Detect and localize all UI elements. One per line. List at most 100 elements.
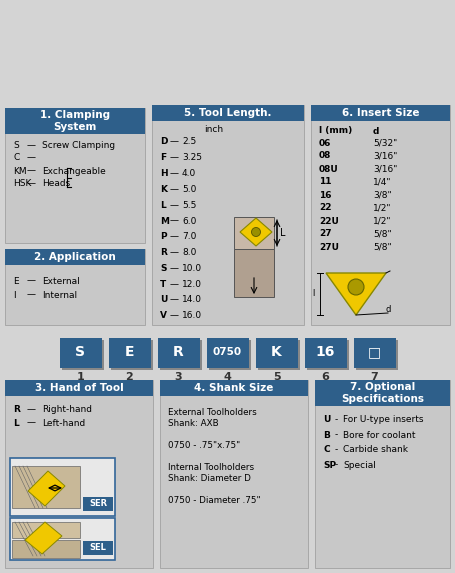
Text: Screw Clamping: Screw Clamping xyxy=(42,142,115,151)
Text: -: - xyxy=(335,430,338,439)
Bar xyxy=(12,466,80,508)
Text: 6: 6 xyxy=(322,372,329,382)
Text: R: R xyxy=(13,406,20,414)
Text: 3/16": 3/16" xyxy=(373,151,397,160)
Text: Left-hand: Left-hand xyxy=(42,418,85,427)
Bar xyxy=(311,105,450,121)
Text: -: - xyxy=(335,461,338,469)
Text: HSK: HSK xyxy=(13,179,31,189)
Text: SEL: SEL xyxy=(90,544,106,552)
Text: 08U: 08U xyxy=(319,164,339,174)
Text: —: — xyxy=(27,291,36,300)
Text: U: U xyxy=(160,296,167,304)
Text: 1/2": 1/2" xyxy=(373,203,391,213)
Text: S: S xyxy=(76,345,86,359)
Text: 27: 27 xyxy=(319,230,332,238)
Circle shape xyxy=(252,227,261,237)
Text: Carbide shank: Carbide shank xyxy=(343,445,408,454)
Text: Heads: Heads xyxy=(42,179,70,189)
Text: 5. Tool Length.: 5. Tool Length. xyxy=(184,108,272,118)
Bar xyxy=(355,340,398,370)
Text: For U-type inserts: For U-type inserts xyxy=(343,415,424,425)
Text: 5/8": 5/8" xyxy=(373,230,392,238)
Text: Special: Special xyxy=(343,461,376,469)
Text: 7: 7 xyxy=(371,372,379,382)
Text: External Toolholders: External Toolholders xyxy=(168,408,257,417)
Bar xyxy=(315,380,450,406)
Bar xyxy=(12,522,80,538)
Bar xyxy=(234,217,274,249)
Bar xyxy=(83,497,113,511)
Text: M: M xyxy=(160,217,169,226)
Text: U: U xyxy=(323,415,330,425)
Text: □: □ xyxy=(368,345,381,359)
Text: l (mm): l (mm) xyxy=(319,127,352,135)
Text: S: S xyxy=(13,142,19,151)
Text: 11: 11 xyxy=(319,178,332,186)
Text: —: — xyxy=(27,142,36,151)
Text: E: E xyxy=(13,277,19,285)
Bar xyxy=(5,249,145,265)
Text: l: l xyxy=(312,289,314,299)
Text: KM: KM xyxy=(13,167,27,175)
Text: 10.0: 10.0 xyxy=(182,264,202,273)
Text: 5/32": 5/32" xyxy=(373,139,397,147)
Text: —: — xyxy=(170,201,179,210)
Text: H: H xyxy=(160,169,167,178)
Text: C: C xyxy=(13,154,19,163)
Text: —: — xyxy=(27,406,36,414)
Bar xyxy=(258,340,299,370)
Bar xyxy=(111,340,152,370)
Text: 5/8": 5/8" xyxy=(373,242,392,252)
Text: -: - xyxy=(335,415,338,425)
Text: 0750 - Diameter .75": 0750 - Diameter .75" xyxy=(168,496,261,505)
Text: —: — xyxy=(170,280,179,289)
Text: P: P xyxy=(160,232,167,241)
Text: 5.5: 5.5 xyxy=(182,201,197,210)
Text: Shank: Diameter D: Shank: Diameter D xyxy=(168,474,251,483)
Text: 2.5: 2.5 xyxy=(182,138,196,147)
Bar xyxy=(208,340,251,370)
Text: L: L xyxy=(13,418,19,427)
Bar xyxy=(5,380,153,396)
Polygon shape xyxy=(326,273,386,315)
Text: 27U: 27U xyxy=(319,242,339,252)
Text: R: R xyxy=(160,248,167,257)
Text: —: — xyxy=(170,154,179,162)
Text: 1. Clamping
System: 1. Clamping System xyxy=(40,110,110,132)
Text: —: — xyxy=(27,167,36,175)
Text: S: S xyxy=(160,264,167,273)
Bar xyxy=(315,380,450,568)
Text: 2. Application: 2. Application xyxy=(34,252,116,262)
Text: 0750: 0750 xyxy=(213,347,242,357)
Text: 22U: 22U xyxy=(319,217,339,226)
Text: 5: 5 xyxy=(273,372,280,382)
Bar xyxy=(307,340,349,370)
Text: L: L xyxy=(160,201,166,210)
Bar xyxy=(207,338,248,368)
Bar xyxy=(160,380,308,568)
Bar xyxy=(234,249,274,297)
Text: 12.0: 12.0 xyxy=(182,280,202,289)
Bar xyxy=(83,541,113,555)
Text: R: R xyxy=(173,345,184,359)
Text: —: — xyxy=(170,311,179,320)
Text: C: C xyxy=(323,445,329,454)
Bar xyxy=(10,518,115,560)
Text: 14.0: 14.0 xyxy=(182,296,202,304)
Text: 1/4": 1/4" xyxy=(373,178,391,186)
Text: —: — xyxy=(170,169,179,178)
Text: —: — xyxy=(27,277,36,285)
Bar xyxy=(311,105,450,325)
Text: 7.0: 7.0 xyxy=(182,232,197,241)
Text: SP: SP xyxy=(323,461,336,469)
Text: SER: SER xyxy=(89,500,107,508)
Bar xyxy=(354,338,395,368)
Text: D: D xyxy=(160,138,167,147)
Text: 08: 08 xyxy=(319,151,331,160)
Text: V: V xyxy=(160,311,167,320)
Bar xyxy=(5,380,153,568)
Text: L: L xyxy=(280,228,285,238)
Text: 16: 16 xyxy=(319,190,332,199)
Text: d: d xyxy=(373,127,379,135)
